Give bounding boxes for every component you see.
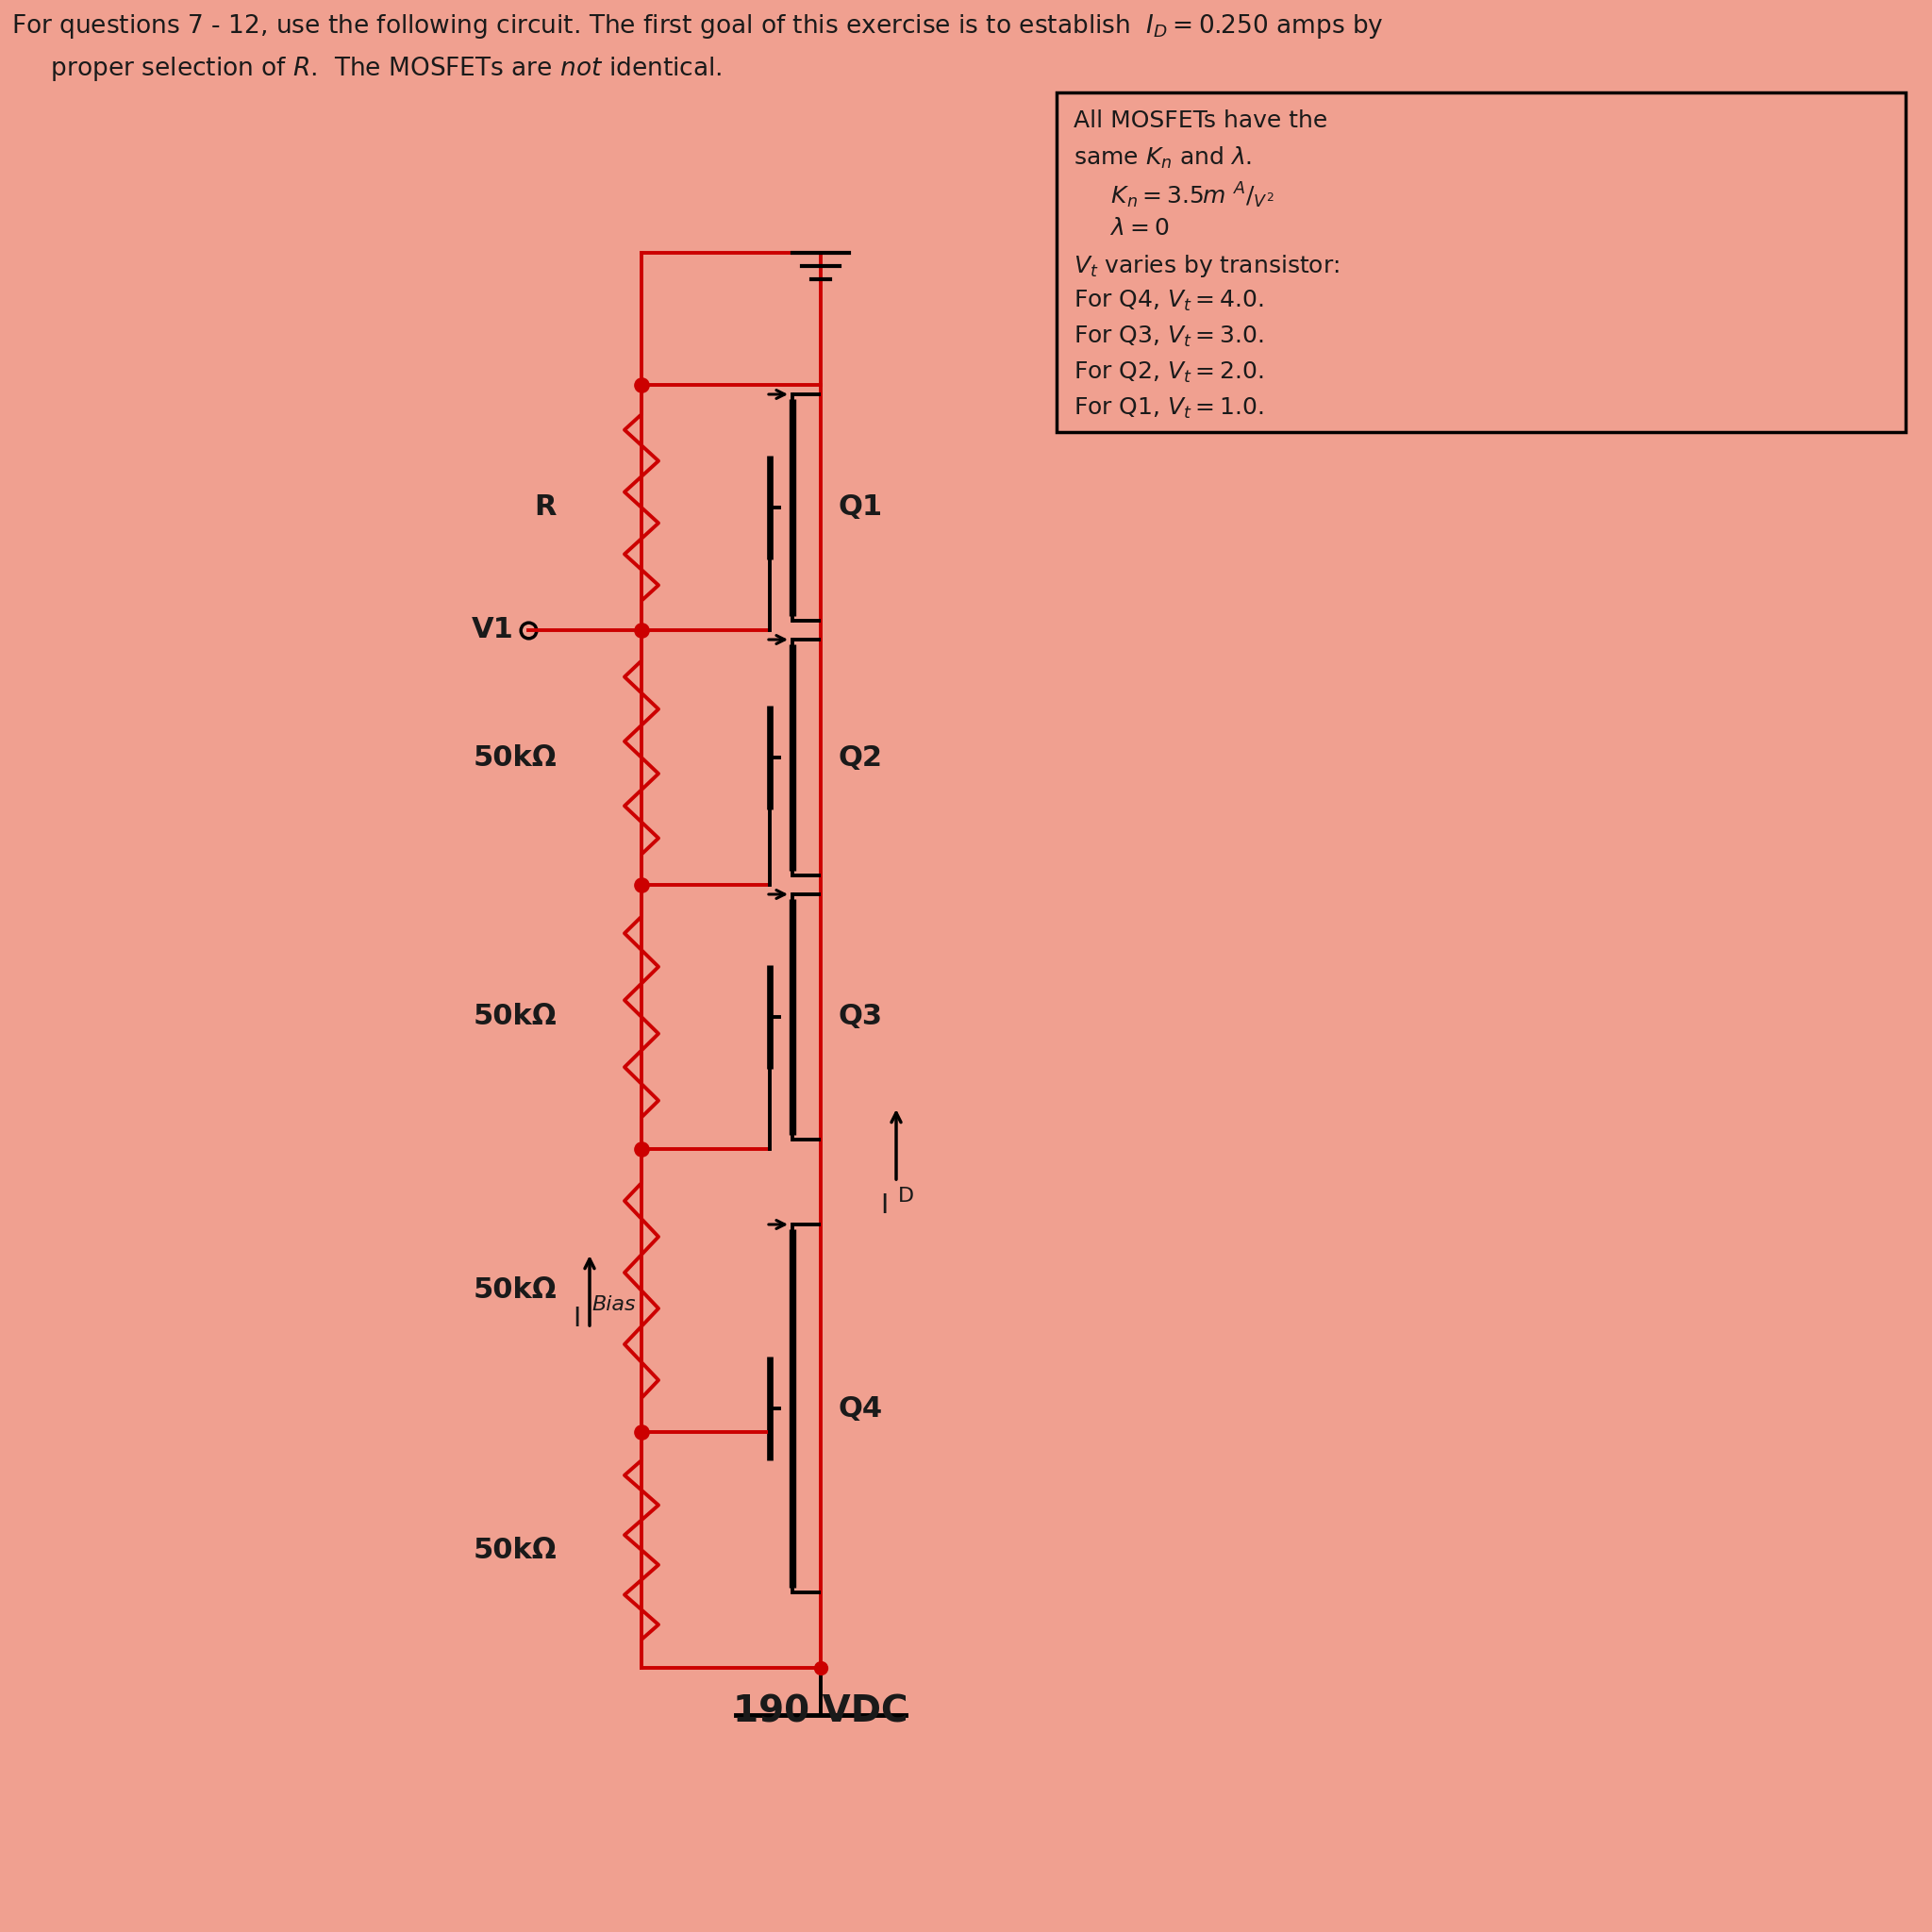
Text: For questions 7 - 12, use the following circuit. The first goal of this exercise: For questions 7 - 12, use the following …	[12, 12, 1383, 41]
Text: I: I	[572, 1306, 580, 1331]
Text: All MOSFETs have the: All MOSFETs have the	[1074, 110, 1327, 131]
Text: I: I	[881, 1192, 889, 1219]
Text: For Q4, $V_t = 4.0$.: For Q4, $V_t = 4.0$.	[1074, 288, 1264, 313]
Text: 50kΩ: 50kΩ	[473, 744, 556, 771]
Bar	[1057, 93, 1905, 433]
Text: 190 VDC: 190 VDC	[734, 1692, 908, 1729]
Text: same $K_n$ and $\lambda$.: same $K_n$ and $\lambda$.	[1074, 145, 1252, 170]
Text: V1: V1	[471, 616, 514, 643]
Text: $V_t$ varies by transistor:: $V_t$ varies by transistor:	[1074, 253, 1339, 280]
Text: For Q1, $V_t = 1.0$.: For Q1, $V_t = 1.0$.	[1074, 396, 1264, 421]
Text: For Q2, $V_t = 2.0$.: For Q2, $V_t = 2.0$.	[1074, 361, 1264, 384]
Text: $K_n = 3.5m$ $^{A}/_{V^2}$: $K_n = 3.5m$ $^{A}/_{V^2}$	[1074, 182, 1273, 211]
Text: $\lambda = 0$: $\lambda = 0$	[1074, 216, 1169, 240]
Text: 50kΩ: 50kΩ	[473, 1536, 556, 1563]
Text: Q1: Q1	[838, 495, 883, 522]
Text: R: R	[535, 495, 556, 522]
Text: Bias: Bias	[591, 1294, 636, 1314]
Text: D: D	[898, 1186, 914, 1206]
Text: Q3: Q3	[838, 1003, 883, 1030]
Text: Q4: Q4	[838, 1395, 883, 1422]
Text: For Q3, $V_t = 3.0$.: For Q3, $V_t = 3.0$.	[1074, 325, 1264, 350]
Text: Q2: Q2	[838, 744, 883, 771]
Text: proper selection of $R$.  The MOSFETs are $\it{not}$ identical.: proper selection of $R$. The MOSFETs are…	[12, 54, 723, 83]
Text: 50kΩ: 50kΩ	[473, 1277, 556, 1304]
Text: 50kΩ: 50kΩ	[473, 1003, 556, 1030]
